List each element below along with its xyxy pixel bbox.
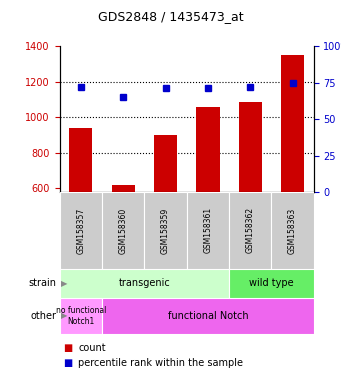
Bar bbox=[154, 135, 177, 192]
Bar bbox=[102, 192, 144, 269]
Bar bbox=[60, 298, 102, 334]
Text: wild type: wild type bbox=[249, 278, 294, 288]
Bar bbox=[69, 128, 92, 192]
Bar bbox=[187, 192, 229, 269]
Text: ■: ■ bbox=[63, 343, 72, 353]
Text: strain: strain bbox=[28, 278, 56, 288]
Text: ▶: ▶ bbox=[61, 311, 68, 320]
Bar bbox=[196, 108, 220, 192]
Text: GSM158363: GSM158363 bbox=[288, 207, 297, 253]
Bar bbox=[102, 298, 314, 334]
Text: functional Notch: functional Notch bbox=[167, 311, 248, 321]
Text: ▶: ▶ bbox=[61, 279, 68, 288]
Text: count: count bbox=[78, 343, 106, 353]
Text: GSM158360: GSM158360 bbox=[119, 207, 128, 253]
Text: other: other bbox=[30, 311, 56, 321]
Text: GDS2848 / 1435473_at: GDS2848 / 1435473_at bbox=[98, 10, 243, 23]
Text: percentile rank within the sample: percentile rank within the sample bbox=[78, 358, 243, 368]
Text: GSM158359: GSM158359 bbox=[161, 207, 170, 253]
Text: no functional
Notch1: no functional Notch1 bbox=[56, 306, 106, 326]
Text: GSM158361: GSM158361 bbox=[203, 207, 212, 253]
Bar bbox=[271, 192, 314, 269]
Bar bbox=[60, 269, 229, 298]
Bar bbox=[112, 185, 135, 192]
Text: transgenic: transgenic bbox=[118, 278, 170, 288]
Text: GSM158357: GSM158357 bbox=[76, 207, 85, 253]
Bar bbox=[229, 192, 271, 269]
Text: ■: ■ bbox=[63, 358, 72, 368]
Bar bbox=[144, 192, 187, 269]
Bar bbox=[60, 192, 102, 269]
Bar bbox=[229, 269, 314, 298]
Bar bbox=[281, 55, 304, 192]
Bar bbox=[239, 102, 262, 192]
Text: GSM158362: GSM158362 bbox=[246, 207, 255, 253]
